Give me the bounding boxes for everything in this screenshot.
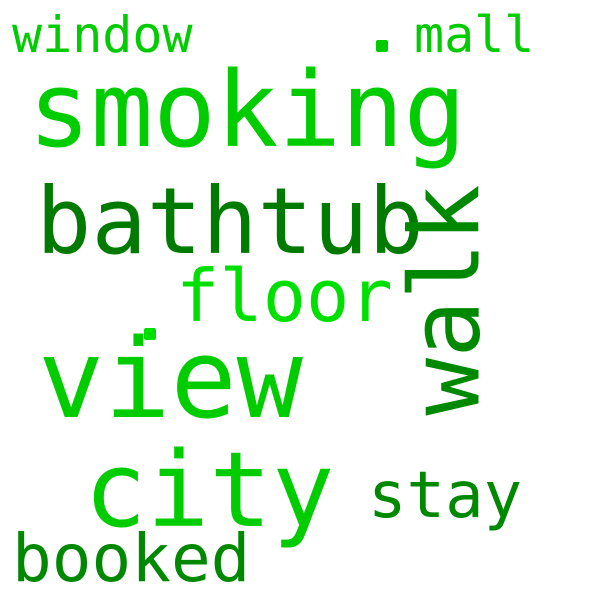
word-city: city bbox=[84, 429, 335, 551]
word-mall: mall bbox=[414, 6, 535, 64]
word-floor: floor bbox=[176, 254, 393, 338]
word-booked: booked bbox=[12, 520, 251, 597]
word-bathtub: bathtub bbox=[36, 168, 424, 275]
word-view: view bbox=[38, 315, 303, 443]
decorative-dot bbox=[144, 328, 156, 340]
decorative-dot bbox=[376, 40, 388, 52]
word-stay: stay bbox=[368, 459, 523, 533]
word-smoking: smoking bbox=[28, 49, 467, 171]
word-window: window bbox=[12, 6, 193, 64]
word-walk: walk bbox=[389, 184, 502, 416]
